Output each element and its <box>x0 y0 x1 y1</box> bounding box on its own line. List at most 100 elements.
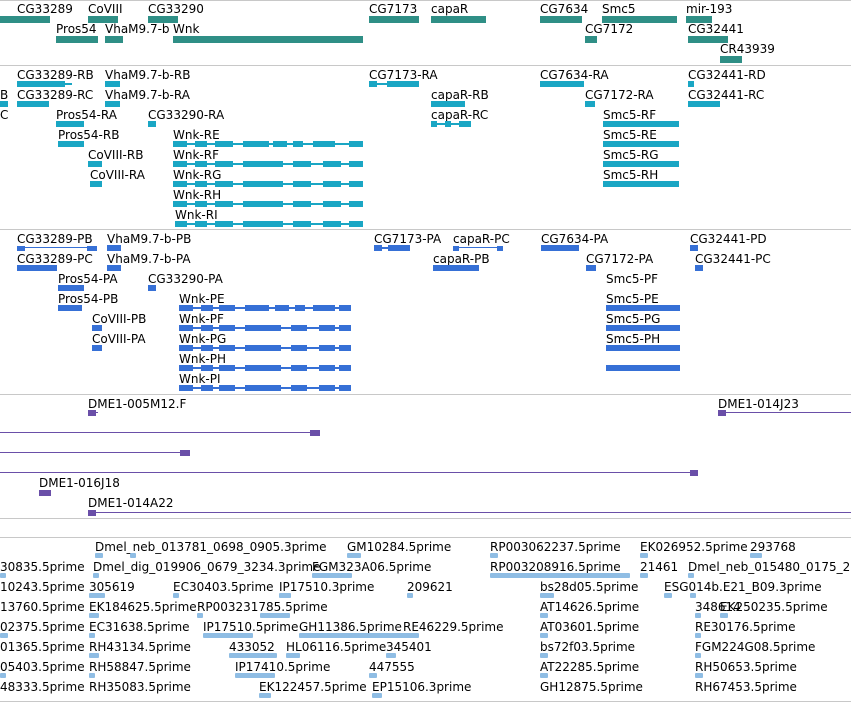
est-feature[interactable] <box>229 653 277 658</box>
transcripts-p-label-wnk-ph[interactable]: Wnk-PH <box>179 352 227 366</box>
genes-label-capar[interactable]: capaR <box>431 2 469 16</box>
ests-label-ec30403-5prime[interactable]: EC30403.5prime <box>173 580 274 594</box>
ests-label-05403-5prime[interactable]: 05403.5prime <box>0 660 85 674</box>
genes-label-wnk[interactable]: Wnk <box>173 22 200 36</box>
est-feature[interactable] <box>0 673 6 678</box>
genes-label-coviii[interactable]: CoVIII <box>88 2 123 16</box>
genes-label-cg7634[interactable]: CG7634 <box>540 2 589 16</box>
ests-label-rh50653-5prime[interactable]: RH50653.5prime <box>695 660 797 674</box>
ests-label-dmel-neb-013781-0698-0905-3prime[interactable]: Dmel_neb_013781_0698_0905.3prime <box>95 540 327 554</box>
transcripts-r-label-wnk-rh[interactable]: Wnk-RH <box>173 188 222 202</box>
ests-label-re30176-5prime[interactable]: RE30176.5prime <box>695 620 796 634</box>
ests-label-ip17510-3prime[interactable]: IP17510.3prime <box>279 580 375 594</box>
est-feature[interactable] <box>690 593 696 598</box>
transcripts-r-label-cg32441-rd[interactable]: CG32441-RD <box>688 68 766 82</box>
transcripts-r-label-cg33290-ra[interactable]: CG33290-RA <box>148 108 225 122</box>
transcripts-p-label-capar-pb[interactable]: capaR-PB <box>433 252 490 266</box>
ests-label-01365-5prime[interactable]: 01365.5prime <box>0 640 85 654</box>
transcripts-p-label-pros54-pa[interactable]: Pros54-PA <box>58 272 118 286</box>
ests-label-re46229-5prime[interactable]: RE46229.5prime <box>403 620 504 634</box>
genes-label-cg32441[interactable]: CG32441 <box>688 22 744 36</box>
est-feature[interactable] <box>540 673 548 678</box>
est-feature[interactable] <box>490 553 498 558</box>
transcripts-r-label-cg7634-ra[interactable]: CG7634-RA <box>540 68 609 82</box>
transcripts-p-label-cg7172-pa[interactable]: CG7172-PA <box>586 252 654 266</box>
est-feature[interactable] <box>89 613 99 618</box>
ests-label-rh43134-5prime[interactable]: RH43134.5prime <box>89 640 191 654</box>
ests-label-ep15106-3prime[interactable]: EP15106.3prime <box>372 680 472 694</box>
clones-label-dme1-014j23[interactable]: DME1-014J23 <box>718 397 799 411</box>
transcripts-r-label-vham9-7-b-rb[interactable]: VhaM9.7-b-RB <box>105 68 191 82</box>
clones-label-dme1-016j18[interactable]: DME1-016J18 <box>39 476 120 490</box>
est-feature[interactable] <box>720 613 728 618</box>
genes-label-cg7173[interactable]: CG7173 <box>369 2 418 16</box>
ests-label-21461[interactable]: 21461 <box>640 560 679 574</box>
ests-label-02375-5prime[interactable]: 02375.5prime <box>0 620 85 634</box>
est-feature[interactable] <box>235 673 275 678</box>
est-feature[interactable] <box>173 593 179 598</box>
transcripts-p-label-smc5-pg[interactable]: Smc5-PG <box>606 312 661 326</box>
transcripts-p-label-coviii-pa[interactable]: CoVIII-PA <box>92 332 146 346</box>
est-feature[interactable] <box>695 613 701 618</box>
est-feature[interactable] <box>299 633 419 638</box>
est-feature[interactable] <box>0 633 8 638</box>
genes-label-cg33289[interactable]: CG33289 <box>17 2 73 16</box>
est-feature[interactable] <box>130 553 136 558</box>
est-feature[interactable] <box>259 693 271 698</box>
transcripts-r-label-wnk-rg[interactable]: Wnk-RG <box>173 168 222 182</box>
transcripts-p-label-smc5-ph[interactable]: Smc5-PH <box>606 332 661 346</box>
transcripts-p-label-cg32441-pc[interactable]: CG32441-PC <box>695 252 771 266</box>
ests-label-447555[interactable]: 447555 <box>369 660 415 674</box>
est-feature[interactable] <box>695 673 703 678</box>
est-feature[interactable] <box>403 633 413 638</box>
genes-label-cr43939[interactable]: CR43939 <box>720 42 775 56</box>
transcripts-r-label-pros54-rb[interactable]: Pros54-RB <box>58 128 120 142</box>
transcripts-p-label-cg33290-pa[interactable]: CG33290-PA <box>148 272 223 286</box>
ests-label-433052[interactable]: 433052 <box>229 640 275 654</box>
est-feature[interactable] <box>89 653 99 658</box>
genes-label-smc5[interactable]: Smc5 <box>602 2 636 16</box>
ests-label-hl06116-5prime[interactable]: HL06116.5prime <box>286 640 387 654</box>
ests-label-13760-5prime[interactable]: 13760.5prime <box>0 600 85 614</box>
transcripts-r-label-b[interactable]: B <box>0 88 9 102</box>
transcripts-p-label-coviii-pb[interactable]: CoVIII-PB <box>92 312 147 326</box>
est-feature[interactable] <box>540 653 548 658</box>
est-feature[interactable] <box>540 633 548 638</box>
est-feature[interactable] <box>490 573 630 578</box>
est-feature[interactable] <box>347 553 361 558</box>
transcripts-r-label-capar-rc[interactable]: capaR-RC <box>431 108 489 122</box>
ests-label-dmel-neb-015480-0175-2[interactable]: Dmel_neb_015480_0175_2 <box>688 560 851 574</box>
est-feature[interactable] <box>89 673 95 678</box>
transcripts-r-label-cg33289-rb[interactable]: CG33289-RB <box>17 68 94 82</box>
transcripts-r-label-c[interactable]: C <box>0 108 9 122</box>
ests-label-10243-5prime[interactable]: 10243.5prime <box>0 580 85 594</box>
est-feature[interactable] <box>369 673 377 678</box>
transcripts-p-label-capar-pc[interactable]: capaR-PC <box>453 232 510 246</box>
ests-label-rh67453-5prime[interactable]: RH67453.5prime <box>695 680 797 694</box>
ests-label-rh58847-5prime[interactable]: RH58847.5prime <box>89 660 191 674</box>
genes-label-cg33290[interactable]: CG33290 <box>148 2 204 16</box>
est-feature[interactable] <box>312 573 352 578</box>
transcripts-r-label-wnk-ri[interactable]: Wnk-RI <box>175 208 218 222</box>
est-feature[interactable] <box>95 553 103 558</box>
ests-label-ip17410-5prime[interactable]: IP17410.5prime <box>235 660 331 674</box>
ests-label-ek122457-5prime[interactable]: EK122457.5prime <box>259 680 367 694</box>
transcripts-r-label-smc5-rh[interactable]: Smc5-RH <box>603 168 659 182</box>
transcripts-p-label-cg7634-pa[interactable]: CG7634-PA <box>541 232 609 246</box>
transcripts-r-label-wnk-rf[interactable]: Wnk-RF <box>173 148 219 162</box>
est-feature[interactable] <box>89 593 105 598</box>
est-feature[interactable] <box>203 633 253 638</box>
ests-label-fgm323a06-5prime[interactable]: FGM323A06.5prime <box>312 560 432 574</box>
ests-label-bs72f03-5prime[interactable]: bs72f03.5prime <box>540 640 636 654</box>
est-feature[interactable] <box>279 593 291 598</box>
ests-label-305619[interactable]: 305619 <box>89 580 135 594</box>
transcripts-r-label-cg32441-rc[interactable]: CG32441-RC <box>688 88 765 102</box>
ests-label-rh35083-5prime[interactable]: RH35083.5prime <box>89 680 191 694</box>
est-feature[interactable] <box>372 693 382 698</box>
est-feature[interactable] <box>93 573 99 578</box>
ests-label-rp003231785-5prime[interactable]: RP003231785.5prime <box>197 600 328 614</box>
transcripts-r-label-smc5-rg[interactable]: Smc5-RG <box>603 148 659 162</box>
transcripts-p-label-wnk-pe[interactable]: Wnk-PE <box>179 292 225 306</box>
transcripts-p-label-vham9-7-b-pb[interactable]: VhaM9.7-b-PB <box>107 232 192 246</box>
ests-label-rp003208916-5prime[interactable]: RP003208916.5prime <box>490 560 621 574</box>
